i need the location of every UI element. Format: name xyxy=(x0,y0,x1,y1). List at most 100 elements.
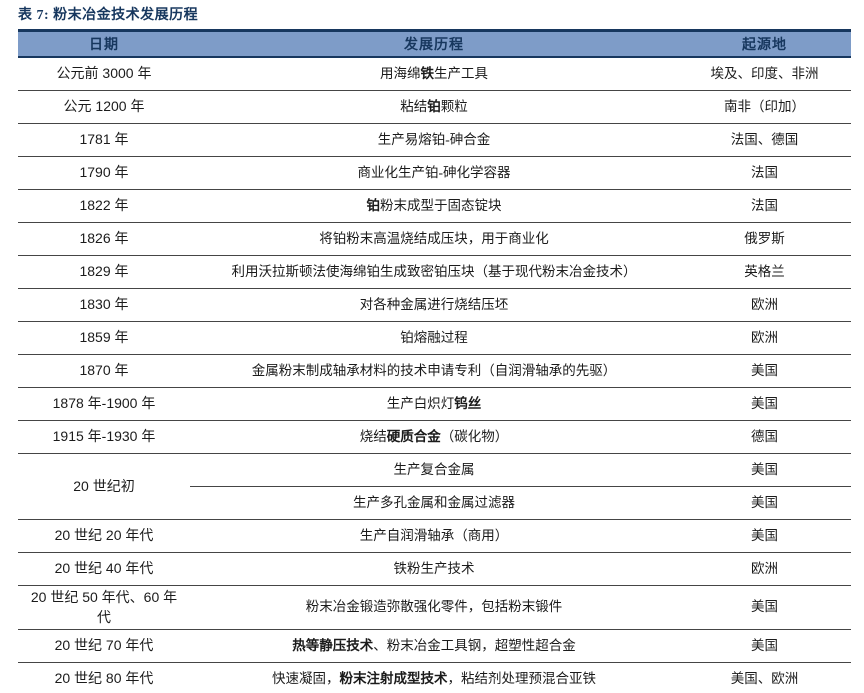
table-row: 20 世纪初 生产复合金属 美国 xyxy=(18,453,851,520)
event-text-pre: 粘结 xyxy=(400,98,428,114)
origin-cell: 美国 xyxy=(678,453,851,487)
event-text-bold: 铂 xyxy=(427,98,441,114)
event-text-bold: 硬质合金 xyxy=(386,428,441,444)
header-date: 日期 xyxy=(18,30,190,58)
event-text-pre: 铁粉生产技术 xyxy=(393,560,475,576)
table-row: 1878 年-1900 年 生产白炽灯钨丝 美国 xyxy=(18,387,851,421)
date-cell: 20 世纪 50 年代、60 年代 xyxy=(18,585,190,631)
event-cell: 将铂粉末高温烧结成压块，用于商业化 xyxy=(190,222,678,256)
date-cell-merged: 20 世纪初 xyxy=(18,453,190,520)
event-cell: 粉末冶金锻造弥散强化零件，包括粉末锻件 xyxy=(190,585,678,631)
event-text-post: ，粘结剂处理预混合亚铁 xyxy=(447,670,597,686)
header-row: 日期 发展历程 起源地 xyxy=(18,30,851,58)
date-cell: 1829 年 xyxy=(18,255,190,289)
event-text-pre: 生产易熔铂-砷合金 xyxy=(377,131,491,147)
date-cell: 1859 年 xyxy=(18,321,190,355)
table-row: 1826 年 将铂粉末高温烧结成压块，用于商业化 俄罗斯 xyxy=(18,222,851,256)
event-text-pre: 粉末冶金锻造弥散强化零件，包括粉末锻件 xyxy=(305,599,563,615)
event-cell: 生产白炽灯钨丝 xyxy=(190,387,678,421)
origin-cell: 法国、德国 xyxy=(678,123,851,157)
event-cell: 生产复合金属 xyxy=(190,453,678,487)
event-text-pre: 用海绵 xyxy=(380,65,421,81)
table-row: 1781 年 生产易熔铂-砷合金 法国、德国 xyxy=(18,123,851,157)
table-row: 公元 1200 年 粘结铂颗粒 南非（印加） xyxy=(18,90,851,124)
origin-cell: 美国 xyxy=(678,486,851,520)
event-text-post: 生产工具 xyxy=(434,65,488,81)
page-title: 表 7: 粉末冶金技术发展历程 xyxy=(18,8,199,23)
date-cell: 1781 年 xyxy=(18,123,190,157)
event-cell: 快速凝固，粉末注射成型技术，粘结剂处理预混合亚铁 xyxy=(190,662,678,693)
origin-cell: 美国 xyxy=(678,629,851,664)
table-row: 20 世纪 40 年代 铁粉生产技术 欧洲 xyxy=(18,552,851,586)
event-cell: 生产易熔铂-砷合金 xyxy=(190,123,678,157)
date-cell: 1826 年 xyxy=(18,222,190,256)
event-text-bold: 铁 xyxy=(420,65,435,81)
event-cell: 烧结硬质合金（碳化物） xyxy=(190,420,678,454)
origin-cell: 美国 xyxy=(678,585,851,631)
origin-cell: 欧洲 xyxy=(678,288,851,322)
event-text-bold: 钨丝 xyxy=(454,395,482,411)
event-text-pre: 生产白炽灯 xyxy=(386,395,455,411)
event-text-pre: 快速凝固， xyxy=(272,670,340,686)
date-cell: 1822 年 xyxy=(18,189,190,223)
date-cell: 1790 年 xyxy=(18,156,190,190)
event-cell: 粘结铂颗粒 xyxy=(190,90,678,124)
table-row: 公元前 3000 年 用海绵铁生产工具 埃及、印度、非洲 xyxy=(18,57,851,91)
event-cell: 生产多孔金属和金属过滤器 xyxy=(190,486,678,520)
event-cell: 用海绵铁生产工具 xyxy=(190,57,678,91)
header-origin: 起源地 xyxy=(678,30,851,58)
event-text-bold: 粉末注射成型技术 xyxy=(339,670,448,686)
date-cell: 20 世纪 80 年代 xyxy=(18,662,190,693)
table-row: 1790 年 商业化生产铂-砷化学容器 法国 xyxy=(18,156,851,190)
table-row: 1829 年 利用沃拉斯顿法使海绵铂生成致密铂压块（基于现代粉末冶金技术） 英格… xyxy=(18,255,851,289)
event-text-post: （碳化物） xyxy=(440,428,509,444)
origin-cell: 法国 xyxy=(678,156,851,190)
event-text-post: 粉末成型于固态锭块 xyxy=(380,197,502,213)
event-text-post: 颗粒 xyxy=(440,98,468,114)
header-event: 发展历程 xyxy=(190,30,678,58)
event-text-pre: 生产自润滑轴承（商用） xyxy=(359,527,509,543)
date-cell: 公元 1200 年 xyxy=(18,90,190,124)
origin-cell: 德国 xyxy=(678,420,851,454)
origin-cell: 俄罗斯 xyxy=(678,222,851,256)
event-cell: 金属粉末制成轴承材料的技术申请专利（自润滑轴承的先驱） xyxy=(190,354,678,388)
date-cell: 公元前 3000 年 xyxy=(18,57,190,91)
table-row: 1915 年-1930 年 烧结硬质合金（碳化物） 德国 xyxy=(18,420,851,454)
table-row: 1870 年 金属粉末制成轴承材料的技术申请专利（自润滑轴承的先驱） 美国 xyxy=(18,354,851,388)
origin-cell: 欧洲 xyxy=(678,321,851,355)
date-cell: 1915 年-1930 年 xyxy=(18,420,190,454)
event-text-pre: 生产复合金属 xyxy=(393,461,475,477)
event-text-pre: 烧结 xyxy=(359,428,387,444)
table-row: 1859 年 铂熔融过程 欧洲 xyxy=(18,321,851,355)
event-text-pre: 生产多孔金属和金属过滤器 xyxy=(353,494,515,510)
event-text-bold: 热等静压技术 xyxy=(292,637,374,653)
event-text-post: 、粉末冶金工具钢，超塑性超合金 xyxy=(373,637,576,653)
event-cell: 铂熔融过程 xyxy=(190,321,678,355)
date-cell: 20 世纪 70 年代 xyxy=(18,629,190,664)
origin-cell: 美国、欧洲 xyxy=(678,662,851,693)
table-row: 生产多孔金属和金属过滤器 美国 xyxy=(18,486,851,520)
origin-cell: 英格兰 xyxy=(678,255,851,289)
date-cell: 20 世纪 40 年代 xyxy=(18,552,190,586)
event-text-pre: 金属粉末制成轴承材料的技术申请专利（自润滑轴承的先驱） xyxy=(251,362,617,378)
table-row: 20 世纪 80 年代 快速凝固，粉末注射成型技术，粘结剂处理预混合亚铁 美国、… xyxy=(18,662,851,693)
event-cell: 商业化生产铂-砷化学容器 xyxy=(190,156,678,190)
history-table: 日期 发展历程 起源地 公元前 3000 年 用海绵铁生产工具 埃及、印度、非洲… xyxy=(18,29,851,693)
event-cell: 对各种金属进行烧结压坯 xyxy=(190,288,678,322)
event-text-pre: 利用沃拉斯顿法使海绵铂生成致密铂压块（基于现代粉末冶金技术） xyxy=(231,263,637,279)
event-text-pre: 对各种金属进行烧结压坯 xyxy=(359,296,509,312)
date-cell: 20 世纪 20 年代 xyxy=(18,519,190,553)
origin-cell: 法国 xyxy=(678,189,851,223)
event-text-bold: 铂 xyxy=(366,197,381,213)
table-row: 1822 年 铂粉末成型于固态锭块 法国 xyxy=(18,189,851,223)
event-cell: 铂粉末成型于固态锭块 xyxy=(190,189,678,223)
table-row: 20 世纪 50 年代、60 年代 粉末冶金锻造弥散强化零件，包括粉末锻件 美国 xyxy=(18,585,851,631)
origin-cell: 南非（印加） xyxy=(678,90,851,124)
date-cell: 1878 年-1900 年 xyxy=(18,387,190,421)
origin-cell: 美国 xyxy=(678,354,851,388)
event-text-pre: 铂熔融过程 xyxy=(400,329,468,345)
table-row: 20 世纪 20 年代 生产自润滑轴承（商用） 美国 xyxy=(18,519,851,553)
table-row: 20 世纪 70 年代 热等静压技术、粉末冶金工具钢，超塑性超合金 美国 xyxy=(18,629,851,664)
event-cell: 铁粉生产技术 xyxy=(190,552,678,586)
